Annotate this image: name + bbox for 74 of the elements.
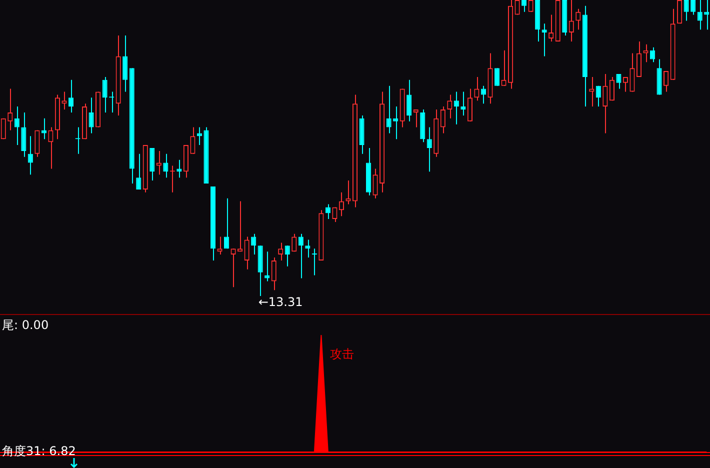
candlestick (576, 8, 581, 30)
candlestick (622, 76, 628, 92)
candlestick (176, 159, 182, 178)
candlestick (568, 0, 574, 42)
candlestick (596, 85, 601, 108)
candlestick (251, 233, 256, 256)
candlestick (278, 242, 284, 261)
candlestick (406, 79, 412, 122)
candlestick (664, 70, 669, 92)
candlestick (636, 40, 642, 78)
candlestick (630, 52, 635, 92)
candlestick (238, 200, 243, 252)
candlestick (8, 88, 13, 131)
candlestick (305, 239, 310, 258)
candlestick (386, 85, 392, 134)
candlestick (426, 126, 432, 172)
candlestick (34, 130, 40, 158)
candlestick (332, 206, 338, 222)
candlestick (454, 91, 459, 125)
candlestick (338, 192, 344, 217)
candlestick (14, 106, 20, 146)
candlestick (522, 0, 527, 12)
candlestick (48, 126, 54, 170)
candlestick (467, 88, 472, 122)
candlestick (589, 76, 594, 108)
candlestick (684, 0, 689, 22)
candlestick (616, 74, 622, 90)
candlestick (643, 44, 648, 63)
candlestick (28, 136, 33, 176)
candlestick (460, 91, 466, 116)
candlestick (224, 198, 230, 250)
text: 尾: 0.00 (2, 317, 49, 334)
candlestick (690, 0, 696, 16)
candlestick (190, 126, 196, 154)
candlestick (413, 109, 418, 128)
candlestick (196, 126, 202, 146)
candlestick (163, 153, 168, 178)
candlestick (542, 23, 547, 57)
candlestick (440, 106, 446, 134)
candlestick (150, 148, 155, 182)
candlestick (650, 46, 656, 63)
candlestick (474, 76, 480, 102)
candlestick (271, 257, 276, 291)
candlestick (122, 35, 128, 92)
candlestick (325, 204, 330, 220)
candlestick (447, 94, 452, 119)
candlestick (68, 79, 74, 113)
candlestick (217, 236, 222, 256)
candlestick (346, 180, 351, 205)
candlestick (21, 112, 26, 158)
candlestick (372, 168, 378, 199)
candlestick (244, 236, 250, 270)
candlestick (514, 0, 520, 16)
candlestick (609, 76, 614, 102)
candlestick (501, 50, 506, 86)
candlestick (41, 118, 46, 140)
candlestick (62, 91, 67, 110)
candlestick (230, 248, 236, 288)
candlestick (312, 248, 317, 276)
annotation: 攻击 (330, 347, 354, 362)
candlestick (284, 245, 290, 267)
candlestick (88, 97, 94, 134)
candlestick (677, 0, 682, 24)
candlestick (697, 0, 702, 30)
candlestick (102, 76, 108, 113)
annotation: ←13.31 (258, 295, 303, 310)
candlestick (602, 74, 608, 134)
candlestick (156, 150, 162, 176)
candlestick (548, 14, 554, 42)
candlestick (393, 106, 398, 140)
candlestick (704, 0, 710, 30)
candlestick (136, 153, 142, 190)
candlestick (292, 233, 297, 252)
candlestick (298, 233, 304, 279)
